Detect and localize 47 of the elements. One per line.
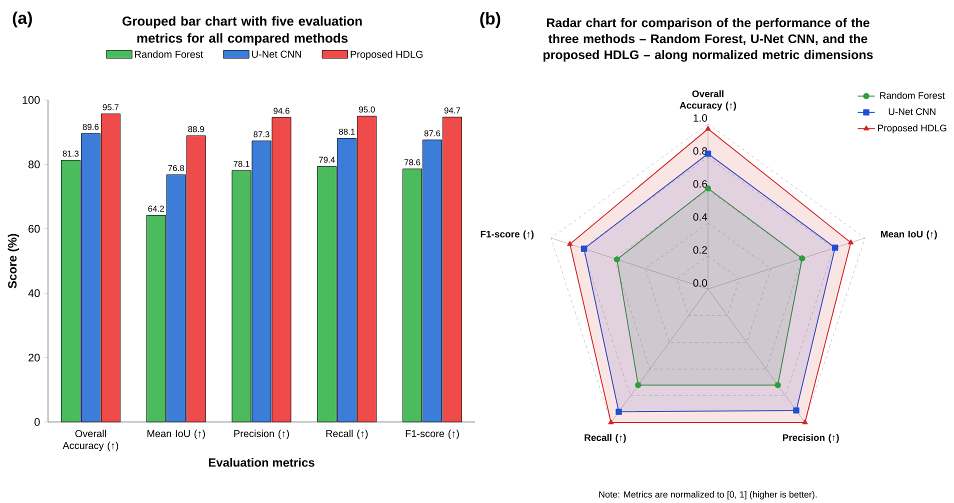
data-label: 81.3 <box>62 150 79 157</box>
text: (b) <box>480 12 500 28</box>
data-label: 79.4 <box>319 156 335 163</box>
chart-title: Radar chart for comparison of the performance of the three methods – Random Forest, U-Net CNN, and the proposed HDLG – along normalized metric dimensions <box>544 18 873 62</box>
y-tick-label: 60 <box>28 224 40 233</box>
data-label: 88.9 <box>188 126 204 132</box>
text: (a) <box>12 12 32 28</box>
y-tick-label: 0.2 <box>693 246 707 254</box>
x-tick-label: Precision (↑) <box>234 430 289 440</box>
text: Note: Metrics are normalized to [0, 1] (higher is better). <box>599 491 817 500</box>
data-label: 87.6 <box>424 130 440 136</box>
y-tick-label: 1.0 <box>694 114 708 122</box>
data-label: 95.7 <box>102 104 119 110</box>
legend-label: Random Forest <box>135 50 204 58</box>
x-tick-label: F1-score (↑) <box>406 430 459 440</box>
data-label: 94.7 <box>444 107 460 114</box>
spoke-label: Overall Accuracy (↑) <box>680 90 736 111</box>
y-tick-label: 100 <box>22 96 40 104</box>
data-label: 89.6 <box>82 124 99 130</box>
data-label: 78.6 <box>404 159 420 166</box>
y-tick-label: 80 <box>28 160 40 168</box>
data-label: 76.8 <box>168 165 184 172</box>
legend-label: Random Forest <box>880 92 945 99</box>
chart-title: Grouped bar chart with five evaluation metrics for all compared methods <box>122 16 362 46</box>
data-label: 78.1 <box>234 160 250 167</box>
spoke-label: F1-score (↑) <box>480 230 534 240</box>
data-label: 95.0 <box>359 106 375 113</box>
x-tick-label: Mean IoU (↑) <box>147 430 205 440</box>
legend-label: Proposed HDLG <box>350 50 423 60</box>
data-label: 94.6 <box>274 108 290 114</box>
x-tick-label: Overall Accuracy (↑) <box>62 430 118 452</box>
data-label: 64.2 <box>148 206 164 212</box>
data-label: 87.3 <box>254 131 270 138</box>
legend-label: U-Net CNN <box>252 50 302 58</box>
y-tick-label: 0.4 <box>693 213 708 221</box>
data-label: 88.1 <box>339 128 355 135</box>
legend-label: Proposed HDLG <box>878 124 946 134</box>
y-tick-label: 40 <box>28 289 40 298</box>
y-tick-label: 0.6 <box>693 180 708 188</box>
legend-label: U-Net CNN <box>888 108 936 116</box>
y-tick-label: 0.0 <box>693 279 708 287</box>
y-tick-label: 0 <box>34 418 40 426</box>
x-tick-label: Recall (↑) <box>326 430 368 440</box>
y-axis-title: Score (%) <box>8 234 19 288</box>
spoke-label: Mean IoU (↑) <box>881 230 937 240</box>
y-tick-label: 20 <box>28 354 40 362</box>
x-axis-title: Evaluation metrics <box>208 458 314 467</box>
